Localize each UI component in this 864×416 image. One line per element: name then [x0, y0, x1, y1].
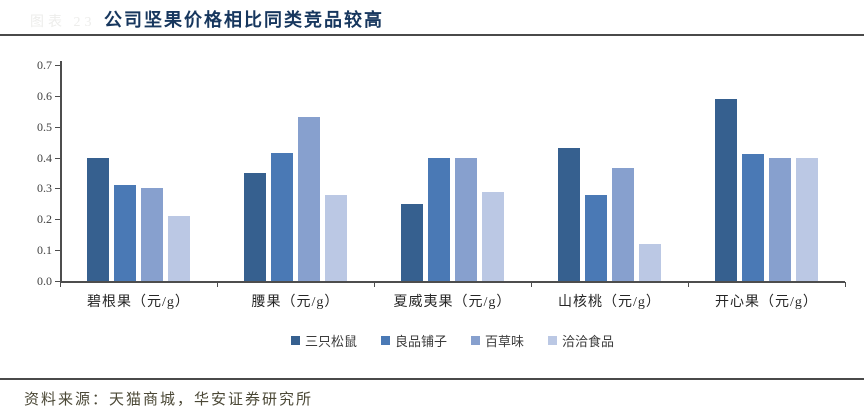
- x-axis-tick: [217, 282, 218, 287]
- legend-item-良品铺子: 良品铺子: [380, 331, 447, 350]
- y-axis-tick: [55, 65, 60, 66]
- bar-三只松鼠-开心果（元/g）: [715, 98, 737, 281]
- y-axis-tick-label: 0.2: [37, 212, 52, 227]
- legend-swatch-icon: [471, 336, 480, 345]
- x-axis-tick: [688, 282, 689, 287]
- legend-swatch-icon: [290, 336, 300, 345]
- legend-label: 百草味: [485, 334, 525, 349]
- y-axis-tick: [55, 250, 60, 252]
- legend-swatch-icon: [380, 336, 390, 345]
- bar-百草味-腰果（元/g）: [298, 117, 320, 281]
- y-axis-tick-label: 0.1: [37, 243, 52, 258]
- bar-三只松鼠-夏威夷果（元/g）: [401, 203, 423, 281]
- data-source-note: 资料来源：天猫商城，华安证券研究所: [24, 392, 314, 408]
- x-axis-category-label: 开心果（元/g）: [715, 295, 818, 310]
- x-axis-tick: [845, 282, 846, 287]
- footer-divider-line: [0, 378, 864, 380]
- y-axis-tick: [55, 219, 60, 221]
- bar-百草味-碧根果（元/g）: [141, 188, 163, 281]
- y-axis-line: [60, 61, 62, 281]
- bar-洽洽食品-腰果（元/g）: [325, 194, 347, 281]
- title-divider-line: [0, 34, 864, 36]
- legend-item-三只松鼠: 三只松鼠: [290, 331, 357, 350]
- legend-label: 三只松鼠: [304, 334, 357, 349]
- y-axis-tick-label: 0.7: [37, 58, 52, 72]
- bar-洽洽食品-碧根果（元/g）: [168, 216, 190, 281]
- y-axis-tick: [55, 188, 60, 190]
- legend-item-百草味: 百草味: [471, 331, 524, 350]
- bar-洽洽食品-开心果（元/g）: [796, 157, 818, 281]
- bar-良品铺子-腰果（元/g）: [271, 152, 293, 281]
- y-axis-tick-label: 0.6: [37, 88, 52, 103]
- bar-三只松鼠-山核桃（元/g）: [558, 148, 580, 281]
- legend-swatch-icon: [548, 336, 558, 345]
- chart-legend: 三只松鼠 良品铺子 百草味 洽洽食品: [60, 331, 845, 350]
- y-axis-tick: [55, 281, 60, 282]
- x-axis-line: [60, 281, 845, 283]
- bar-良品铺子-开心果（元/g）: [742, 154, 764, 281]
- x-axis-category-label: 山核桃（元/g）: [558, 295, 661, 310]
- x-axis-tick: [60, 282, 61, 287]
- bar-百草味-山核桃（元/g）: [612, 168, 634, 281]
- x-axis-category-label: 腰果（元/g）: [251, 295, 340, 310]
- y-axis-tick: [55, 126, 60, 128]
- y-axis-tick-label: 0.3: [37, 181, 52, 196]
- figure-number-faint: 图表 23: [30, 15, 96, 30]
- x-axis-category-label: 夏威夷果（元/g）: [393, 295, 512, 310]
- bar-良品铺子-碧根果（元/g）: [114, 185, 136, 281]
- bar-良品铺子-山核桃（元/g）: [585, 194, 607, 281]
- bar-三只松鼠-碧根果（元/g）: [87, 157, 109, 281]
- bar-百草味-开心果（元/g）: [769, 157, 791, 281]
- y-axis-tick-label: 0.5: [37, 119, 52, 134]
- x-axis-category-label: 碧根果（元/g）: [87, 295, 190, 310]
- legend-label: 良品铺子: [394, 334, 447, 349]
- y-axis-tick-label: 0.4: [37, 150, 52, 165]
- bar-百草味-夏威夷果（元/g）: [455, 157, 477, 281]
- legend-label: 洽洽食品: [562, 334, 615, 349]
- legend-item-洽洽食品: 洽洽食品: [548, 331, 614, 350]
- bar-洽洽食品-山核桃（元/g）: [639, 243, 661, 281]
- bar-三只松鼠-腰果（元/g）: [244, 173, 266, 281]
- bar-良品铺子-夏威夷果（元/g）: [428, 157, 450, 281]
- y-axis-tick: [55, 95, 60, 97]
- y-axis-tick-label: 0.0: [37, 274, 52, 288]
- chart-title: 公司坚果价格相比同类竞品较高: [104, 10, 384, 30]
- bar-洽洽食品-夏威夷果（元/g）: [482, 191, 504, 281]
- y-axis-tick: [55, 157, 60, 159]
- x-axis-tick: [531, 282, 532, 287]
- x-axis-tick: [374, 282, 375, 287]
